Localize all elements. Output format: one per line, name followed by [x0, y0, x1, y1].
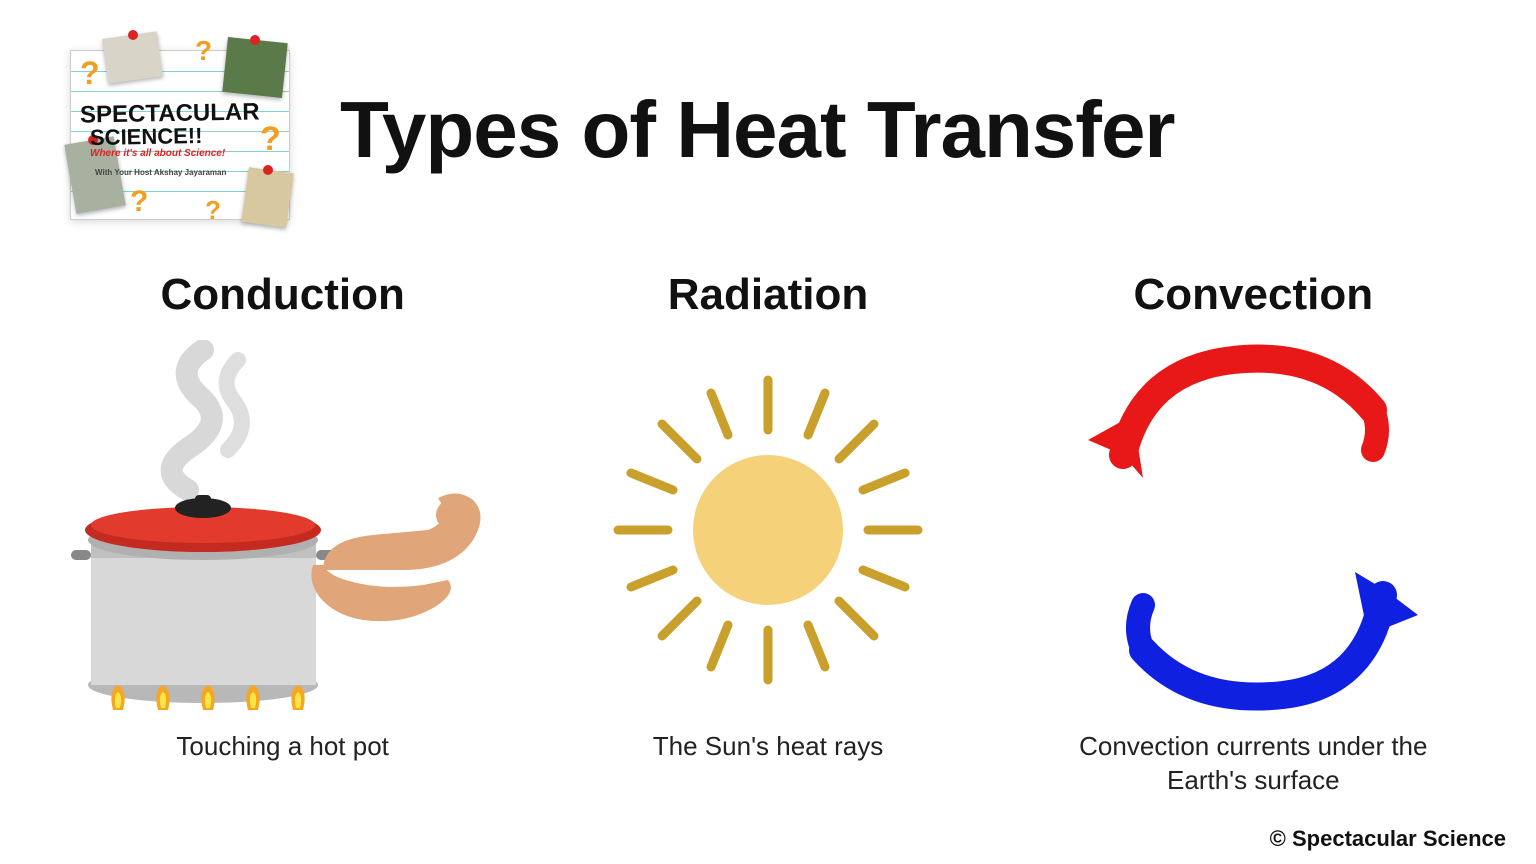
conduction-illustration	[53, 340, 513, 720]
hand-icon	[311, 493, 480, 621]
col-title-conduction: Conduction	[160, 270, 404, 320]
col-title-convection: Convection	[1134, 270, 1374, 320]
col-convection: Convection Convection currents under the…	[1011, 270, 1496, 798]
col-title-radiation: Radiation	[668, 270, 868, 320]
logo-subtitle: Where it's all about Science!	[90, 148, 225, 159]
caption-conduction: Touching a hot pot	[176, 730, 389, 764]
logo-title-2: SCIENCE!!	[90, 123, 203, 151]
col-conduction: Conduction	[40, 270, 525, 798]
pot-icon	[53, 340, 513, 720]
convection-illustration	[1073, 340, 1433, 720]
convection-arrows-icon	[1073, 340, 1433, 720]
copyright: © Spectacular Science	[1270, 826, 1506, 852]
logo-host: With Your Host Akshay Jayaraman	[95, 168, 226, 177]
radiation-illustration	[588, 340, 948, 720]
header-row: ? ? ? ? ? SPECTACULAR SCIENCE!! Where it…	[0, 0, 1536, 240]
sun-icon	[588, 350, 948, 710]
columns-row: Conduction	[0, 240, 1536, 798]
page-title: Types of Heat Transfer	[340, 84, 1506, 176]
caption-convection: Convection currents under the Earth's su…	[1043, 730, 1463, 798]
logo: ? ? ? ? ? SPECTACULAR SCIENCE!! Where it…	[50, 20, 310, 240]
caption-radiation: The Sun's heat rays	[653, 730, 883, 764]
col-radiation: Radiation	[525, 270, 1010, 798]
